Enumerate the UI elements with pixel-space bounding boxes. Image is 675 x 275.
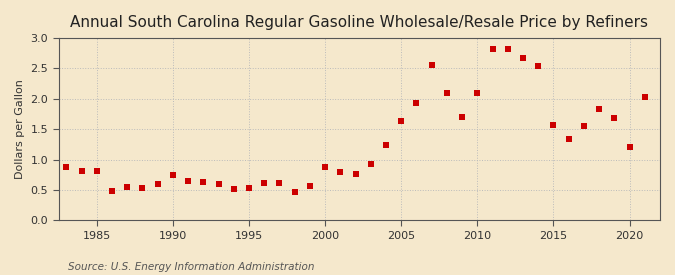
Text: Source: U.S. Energy Information Administration: Source: U.S. Energy Information Administ…	[68, 262, 314, 272]
Title: Annual South Carolina Regular Gasoline Wholesale/Resale Price by Refiners: Annual South Carolina Regular Gasoline W…	[70, 15, 649, 30]
Y-axis label: Dollars per Gallon: Dollars per Gallon	[15, 79, 25, 179]
